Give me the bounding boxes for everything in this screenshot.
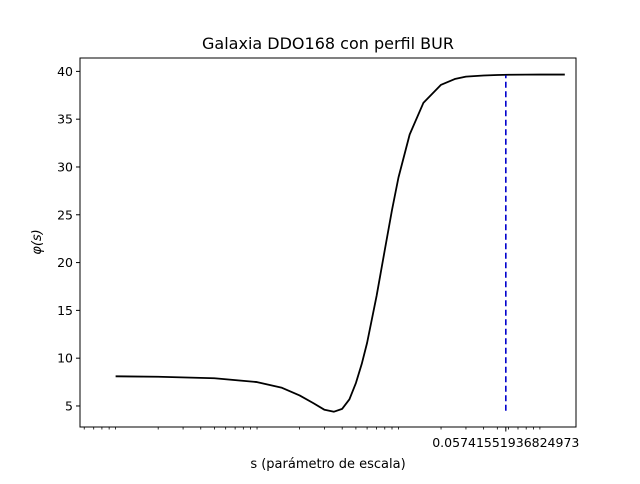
y-tick-label-10: 10 bbox=[57, 351, 73, 366]
x-axis: 0.05741551936824973 bbox=[83, 427, 579, 450]
series-line-0 bbox=[115, 73, 565, 413]
x-tick-label-0: 0.05741551936824973 bbox=[432, 435, 579, 450]
y-axis-label: φ(s) bbox=[30, 229, 45, 255]
y-tick-label-5: 5 bbox=[65, 398, 73, 413]
y-axis: 5 10 15 20 25 30 35 40 bbox=[57, 64, 80, 413]
axes-frame bbox=[79, 57, 577, 428]
y-tick-label-20: 20 bbox=[57, 255, 73, 270]
y-tick-label-15: 15 bbox=[57, 303, 73, 318]
y-tick-label-30: 30 bbox=[57, 159, 73, 174]
y-tick-label-40: 40 bbox=[57, 64, 73, 79]
y-tick-label-35: 35 bbox=[57, 112, 73, 127]
chart-title: Galaxia DDO168 con perfil BUR bbox=[202, 34, 454, 53]
y-tick-label-25: 25 bbox=[57, 207, 73, 222]
x-axis-label: s (parámetro de escala) bbox=[250, 457, 405, 472]
plot-area bbox=[115, 73, 565, 413]
